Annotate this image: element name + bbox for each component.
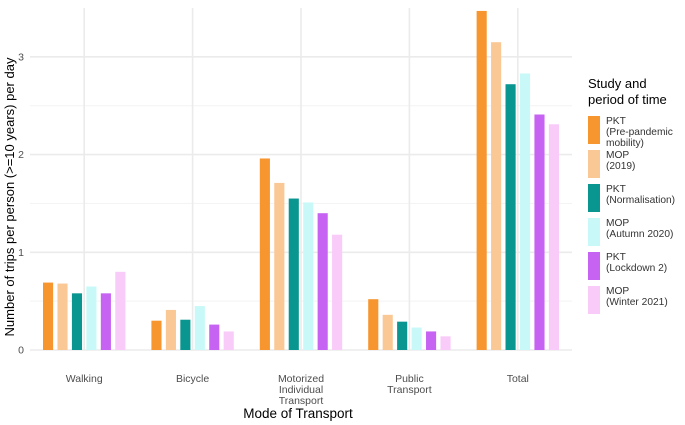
bar (548, 124, 559, 350)
y-tick-label: 2 (18, 149, 24, 161)
bar (491, 42, 502, 350)
bar (303, 202, 314, 350)
legend-swatch (588, 150, 600, 178)
legend-item: MOP (Autumn 2020) (588, 218, 685, 248)
legend-swatch (588, 218, 600, 246)
bar (115, 271, 126, 350)
bar (476, 10, 487, 351)
legend: Study and period of time PKT (Pre-pandem… (588, 76, 685, 320)
y-tick-label: 0 (18, 345, 24, 357)
legend-item: MOP (2019) (588, 150, 685, 180)
bar (411, 327, 422, 350)
bar (57, 283, 68, 350)
bar (426, 331, 437, 350)
bar (43, 282, 54, 350)
bar (151, 320, 162, 350)
bar (86, 286, 97, 350)
legend-item: PKT (Pre-pandemic mobility) (588, 116, 685, 149)
legend-label: PKT (Pre-pandemic mobility) (606, 116, 673, 149)
y-axis-title: Number of trips per person (>=10 years) … (2, 57, 17, 336)
legend-swatch (588, 252, 600, 280)
bar (209, 324, 220, 350)
bar (505, 84, 516, 351)
bar (332, 234, 343, 350)
bar (165, 309, 176, 350)
x-tick-label: Total (507, 373, 529, 385)
bar (397, 321, 408, 350)
x-tick-label: Motorized (278, 373, 324, 385)
y-tick-label: 1 (18, 247, 24, 259)
legend-swatch (588, 286, 600, 314)
legend-label: PKT (Normalisation) (606, 184, 676, 206)
legend-swatch (588, 116, 600, 144)
x-tick-label: Bicycle (176, 373, 209, 385)
x-tick-label: Transport (279, 395, 324, 407)
legend-label: PKT (Lockdown 2) (606, 252, 668, 274)
legend-label: MOP (Autumn 2020) (606, 218, 674, 240)
x-tick-label: Walking (66, 373, 103, 385)
legend-title: Study and period of time (588, 76, 667, 107)
bar (440, 336, 451, 350)
bar (259, 158, 270, 350)
bar (100, 293, 111, 350)
x-tick-label: Public (395, 373, 424, 385)
bar (317, 213, 328, 350)
legend-swatch (588, 184, 600, 212)
bar (519, 73, 531, 351)
bar (288, 198, 299, 350)
bar (368, 299, 379, 350)
y-axis-ticks: 0 1 2 3 (18, 51, 24, 356)
bar (382, 314, 393, 350)
y-tick-label: 3 (18, 51, 24, 63)
x-axis-ticks: Walking Bicycle MotorizedIndividualTranspo… (66, 373, 529, 407)
x-tick-label: Transport (387, 384, 432, 396)
bar (194, 306, 205, 350)
legend-item: MOP (Winter 2021) (588, 286, 685, 316)
bar (223, 331, 234, 350)
bar (274, 182, 285, 350)
legend-label: MOP (Winter 2021) (606, 286, 668, 308)
bar (180, 319, 191, 350)
x-tick-label: Individual (279, 384, 323, 396)
legend-label: MOP (2019) (606, 150, 636, 172)
legend-items: PKT (Pre-pandemic mobility) MOP (2019) PKT… (588, 116, 685, 316)
bar (534, 114, 545, 350)
legend-item: PKT (Lockdown 2) (588, 252, 685, 282)
bars (43, 10, 559, 351)
bar (71, 293, 83, 350)
grid (30, 8, 572, 351)
x-axis-title: Mode of Transport (243, 406, 353, 421)
legend-item: PKT (Normalisation) (588, 184, 685, 214)
